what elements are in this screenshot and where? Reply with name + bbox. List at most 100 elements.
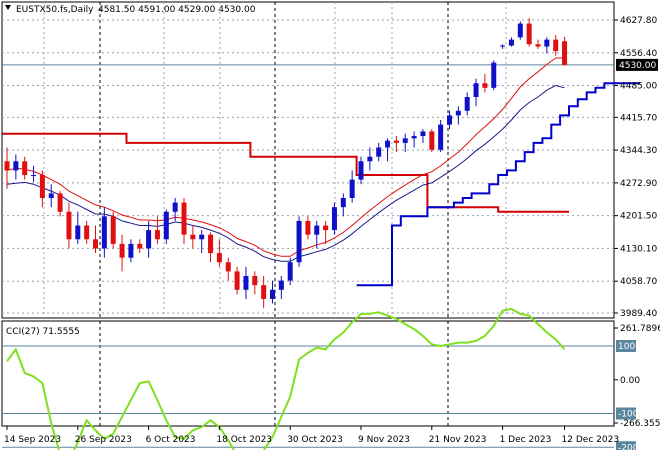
cci-tick-label: -100 <box>618 410 639 420</box>
candle-body <box>243 276 249 290</box>
candle-body <box>411 136 417 139</box>
cci-panel-frame <box>1 320 615 427</box>
channel-upper-line <box>2 132 569 213</box>
candle-body <box>500 45 506 47</box>
candle-body <box>146 230 152 249</box>
candle-body <box>225 262 231 272</box>
candle-body <box>101 216 107 249</box>
candle-body <box>402 138 408 143</box>
channel-lower-line <box>356 82 640 287</box>
cci-level-tag <box>616 340 636 352</box>
candle-body <box>252 276 258 286</box>
candle-body <box>57 193 63 212</box>
price-tick-label: 4344.30 <box>620 146 657 156</box>
candle-body <box>93 239 98 249</box>
date-tick-label: 14 Sep 2023 <box>4 435 61 445</box>
price-tick-label: 4130.10 <box>620 244 657 254</box>
price-tick-label: 4485.00 <box>620 82 657 92</box>
price-tick-label: 4556.40 <box>620 49 657 59</box>
candle-body <box>482 83 488 88</box>
candle-body <box>190 234 196 240</box>
current-price-label: 4530.00 <box>619 61 656 71</box>
date-tick-label: 21 Nov 2023 <box>429 435 487 445</box>
candle-body <box>128 243 134 258</box>
candle-body <box>270 289 275 299</box>
cci-tick-label: 100 <box>618 342 635 352</box>
cci-axis: 261.7896 100 0.00 -100 -200 -266.3552 <box>614 324 660 453</box>
candle-body <box>278 280 284 290</box>
chart-ohlc-values: 4581.50 4591.00 4529.00 4530.00 <box>98 5 256 15</box>
date-tick-label: 6 Oct 2023 <box>146 435 196 445</box>
cci-level-tag <box>616 407 636 420</box>
candle-body <box>296 220 302 263</box>
date-tick-label: 1 Dec 2023 <box>500 435 552 445</box>
candle-body <box>376 147 382 157</box>
candle-body <box>491 62 497 88</box>
candle-body <box>154 230 160 240</box>
date-tick-label: 26 Sep 2023 <box>75 435 132 445</box>
candle-body <box>562 41 568 65</box>
candle-body <box>349 179 355 198</box>
candle-body <box>455 110 461 116</box>
candle-body <box>314 225 320 235</box>
candle-body <box>358 161 364 180</box>
ema-slow-line <box>6 57 565 257</box>
candle-body <box>66 211 72 240</box>
candle-body <box>234 271 240 290</box>
candle-body <box>464 97 470 111</box>
cci-tick-label: 0.00 <box>620 376 640 386</box>
candle-body <box>31 175 37 177</box>
candle-body <box>385 140 391 148</box>
cci-tick-label: 261.7896 <box>620 324 660 334</box>
candle-body <box>181 202 187 235</box>
candle-body <box>420 131 426 137</box>
candle-body <box>517 23 523 38</box>
candle-body <box>119 243 125 258</box>
chart-symbol-label: EUSTX50.fs,Daily <box>16 5 94 15</box>
candle-body <box>305 220 311 235</box>
price-tick-label: 4415.70 <box>620 113 657 123</box>
cci-level-tag <box>616 441 636 453</box>
candle-body <box>172 202 178 212</box>
price-tick-label: 4201.50 <box>620 212 657 222</box>
price-axis: 4627.80 4556.40 4485.00 4415.70 4344.30 4272.… <box>614 16 658 319</box>
candle-body <box>323 225 329 231</box>
candle-body <box>4 161 10 171</box>
candle-body <box>331 207 337 231</box>
candle-body <box>544 39 550 47</box>
price-panel-frame <box>1 1 615 319</box>
price-tick-label: 4627.80 <box>620 16 657 26</box>
price-tick-label: 4272.90 <box>620 179 657 189</box>
candle-body <box>261 285 267 299</box>
cci-indicator-label: CCI(27) 71.5555 <box>6 327 80 337</box>
candle-body <box>163 211 169 240</box>
candle-body <box>208 234 214 254</box>
candle-body <box>438 124 444 150</box>
candle-body <box>393 140 399 143</box>
cci-tick-label: -266.3552 <box>620 419 660 429</box>
candle-body <box>22 161 28 176</box>
candle-body <box>508 39 514 46</box>
candle-body <box>110 216 116 244</box>
candle-body <box>13 161 19 171</box>
dropdown-triangle-icon[interactable] <box>5 5 11 10</box>
candles <box>4 18 568 309</box>
price-tick-label: 4058.70 <box>620 277 657 287</box>
cci-tick-label: -200 <box>618 443 639 450</box>
date-axis: 14 Sep 2023 26 Sep 2023 6 Oct 2023 18 Oct 2… <box>4 426 619 445</box>
candle-body <box>84 225 90 240</box>
current-price-tag <box>616 58 658 71</box>
candle-body <box>367 156 373 162</box>
candle-body <box>216 253 222 263</box>
date-tick-label: 9 Nov 2023 <box>358 435 410 445</box>
candle-body <box>553 39 559 52</box>
cci-line <box>6 307 566 453</box>
candle-body <box>526 23 532 45</box>
date-tick-label: 18 Oct 2023 <box>216 435 272 445</box>
candle-body <box>137 243 143 249</box>
candle-body <box>340 197 346 208</box>
date-tick-label: 30 Oct 2023 <box>287 435 343 445</box>
candle-body <box>48 193 54 198</box>
candle-body <box>199 234 205 240</box>
